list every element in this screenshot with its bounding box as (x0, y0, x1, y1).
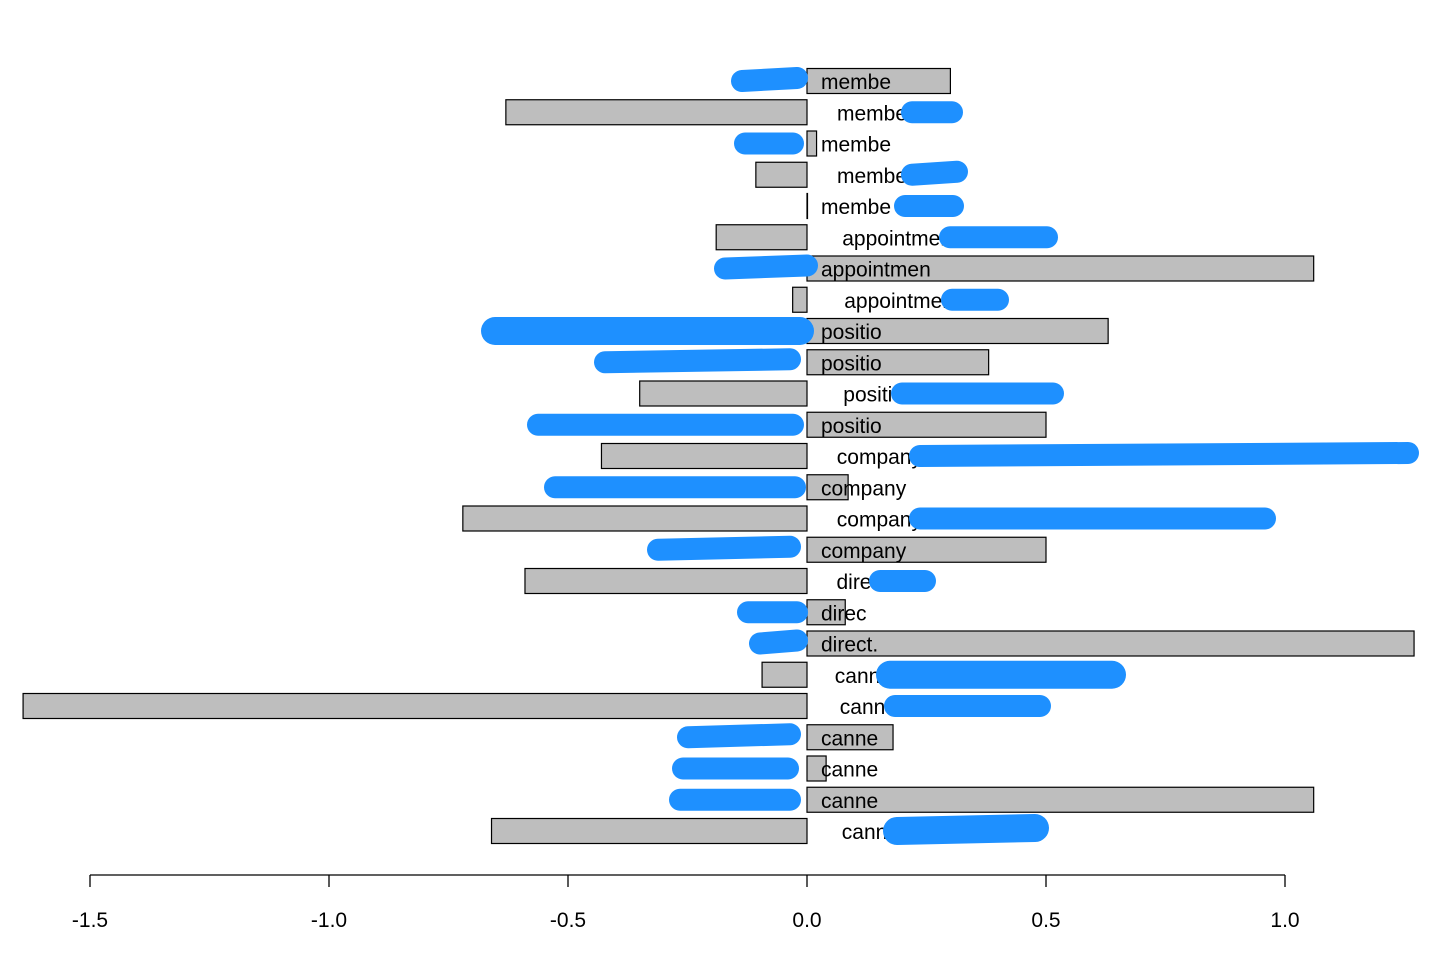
bar-label: appointmen (844, 290, 954, 313)
bar-label: canne (821, 790, 878, 813)
bar-label: member (837, 102, 914, 125)
bar (22, 692, 808, 720)
bar-label: direct. (821, 634, 878, 657)
bar (806, 474, 849, 501)
redaction-mark (909, 442, 1419, 467)
bar (761, 661, 808, 688)
redaction-mark (883, 814, 1049, 845)
bar-label: company (821, 540, 907, 563)
redaction-mark (731, 67, 808, 92)
bar (806, 755, 827, 782)
bar (806, 317, 1109, 345)
bar-label: positio (821, 415, 882, 438)
redactions-group (481, 67, 1419, 845)
x-tick-label: -1.5 (72, 909, 108, 932)
redaction-mark (647, 535, 801, 561)
bar (639, 380, 808, 407)
redaction-mark (901, 160, 968, 186)
bar (806, 536, 1047, 563)
bar (715, 224, 808, 251)
bar-label: positio (843, 384, 904, 407)
bar-label: appointmen (821, 259, 931, 282)
bar (806, 349, 990, 376)
redaction-mark (594, 348, 801, 374)
bar (462, 505, 808, 532)
bar (505, 99, 808, 126)
x-tick-label: 0.0 (792, 909, 821, 932)
bar (600, 442, 808, 470)
x-tick-label: -0.5 (550, 909, 586, 932)
bar (806, 786, 1315, 813)
bar (806, 411, 1047, 438)
redaction-mark (749, 629, 808, 655)
bar (806, 255, 1315, 282)
bar-label: member (837, 165, 914, 188)
bar (755, 161, 808, 188)
x-axis: -1.5 -1.0 -0.5 0.0 0.5 1.0 (72, 874, 1300, 932)
bar-label: company (837, 446, 923, 469)
bar-label: positio (821, 321, 882, 344)
x-tick-label: -1.0 (311, 909, 347, 932)
bar (806, 192, 809, 220)
bar-label: appointmen (842, 227, 952, 250)
bar (524, 567, 808, 595)
bar-label: membe (821, 71, 891, 94)
bar-label: company (821, 477, 907, 500)
bar-label: positio (821, 352, 882, 375)
bar-label: direc (821, 602, 867, 625)
labels-group: membe member membe member membe appointmen app… (821, 71, 954, 844)
x-tick-label: 0.5 (1031, 909, 1060, 932)
bar-label: membe (821, 134, 891, 157)
bar (490, 817, 808, 845)
x-tick-label: 1.0 (1270, 909, 1299, 932)
bar (806, 630, 1415, 657)
bar-label: company (837, 509, 923, 532)
bar-label: canne (821, 759, 878, 782)
redaction-mark (714, 254, 818, 280)
bar (806, 724, 894, 751)
bar (806, 130, 818, 157)
bar-label: canne (840, 696, 897, 719)
bar-label: canne (821, 727, 878, 750)
redaction-mark (677, 723, 801, 749)
bar-label: membe (821, 196, 891, 219)
bar (792, 286, 808, 313)
